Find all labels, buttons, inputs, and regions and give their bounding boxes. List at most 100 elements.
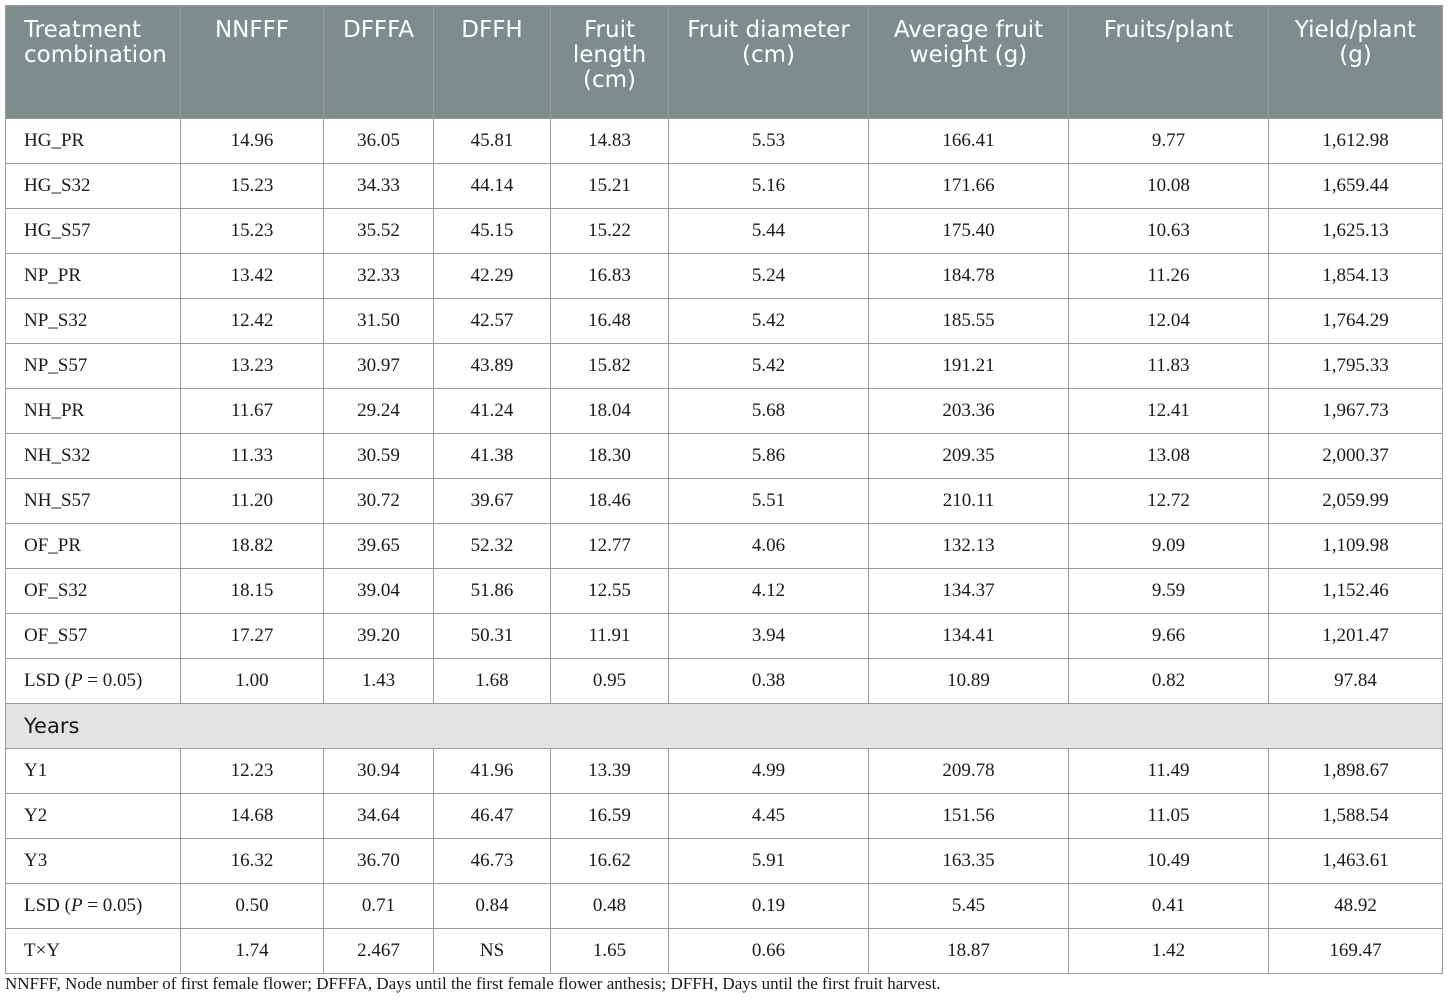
table-cell: 9.66	[1068, 613, 1269, 659]
table-cell: 9.77	[1068, 118, 1269, 164]
table-cell: 15.82	[550, 343, 669, 389]
table-cell: 39.04	[323, 568, 434, 614]
row-label-cell: NH_PR	[5, 388, 181, 434]
table-cell: 42.57	[433, 298, 551, 344]
table-cell: 41.38	[433, 433, 551, 479]
table-cell: 209.78	[868, 748, 1069, 794]
table-cell: 12.72	[1068, 478, 1269, 524]
table-row: Y2 14.68 34.64 46.47 16.59 4.45 151.56 11.05 1,5…	[5, 793, 1443, 839]
table-cell: 134.41	[868, 613, 1069, 659]
table-cell: 13.08	[1068, 433, 1269, 479]
row-label-cell: NH_S32	[5, 433, 181, 479]
table-cell: 1,612.98	[1268, 118, 1443, 164]
row-label-cell: Y3	[5, 838, 181, 884]
table-row: OF_S32 18.15 39.04 51.86 12.55 4.12 134.37 9.59…	[5, 568, 1443, 614]
table-cell: 41.24	[433, 388, 551, 434]
table-cell: 15.21	[550, 163, 669, 209]
table-cell: 29.24	[323, 388, 434, 434]
row-label-cell: OF_S57	[5, 613, 181, 659]
table-row: LSD (P = 0.05) 1.00 1.43 1.68 0.95 0.38 10.89 0…	[5, 658, 1443, 704]
row-label-cell: OF_S32	[5, 568, 181, 614]
table-cell: 175.40	[868, 208, 1069, 254]
table-cell: 36.70	[323, 838, 434, 884]
table-cell: 1,588.54	[1268, 793, 1443, 839]
table-cell: 39.67	[433, 478, 551, 524]
table-cell: 13.23	[180, 343, 324, 389]
table-cell: 16.48	[550, 298, 669, 344]
table-cell: 1,463.61	[1268, 838, 1443, 884]
table-cell: 3.94	[668, 613, 869, 659]
table-cell: 171.66	[868, 163, 1069, 209]
table-cell: 14.96	[180, 118, 324, 164]
table-cell: 12.42	[180, 298, 324, 344]
table-cell: 5.86	[668, 433, 869, 479]
header-fruits-per-plant: Fruits/plant	[1068, 5, 1269, 119]
table-cell: 15.23	[180, 208, 324, 254]
row-label-cell: Y1	[5, 748, 181, 794]
table-cell: 12.77	[550, 523, 669, 569]
section-label: Years	[5, 703, 1443, 749]
header-treatment-combination: Treatment combination	[5, 5, 181, 119]
row-label-cell: T×Y	[5, 928, 181, 974]
table-cell: 44.14	[433, 163, 551, 209]
table-cell: 10.89	[868, 658, 1069, 704]
table-cell: 11.20	[180, 478, 324, 524]
table-cell: 2,059.99	[1268, 478, 1443, 524]
table-cell: 18.15	[180, 568, 324, 614]
header-fruit-diameter: Fruit diameter (cm)	[668, 5, 869, 119]
table-cell: 16.59	[550, 793, 669, 839]
table-cell: 42.29	[433, 253, 551, 299]
table-cell: 1.43	[323, 658, 434, 704]
table-row: HG_S57 15.23 35.52 45.15 15.22 5.44 175.40 10.6…	[5, 208, 1443, 254]
row-label-cell: OF_PR	[5, 523, 181, 569]
table-cell: 46.47	[433, 793, 551, 839]
table-cell: 97.84	[1268, 658, 1443, 704]
table-cell: 52.32	[433, 523, 551, 569]
table-cell: 18.30	[550, 433, 669, 479]
table-footnote: NNFFF, Node number of first female flowe…	[5, 974, 941, 993]
table-cell: 2,000.37	[1268, 433, 1443, 479]
table-cell: 0.66	[668, 928, 869, 974]
table-cell: 41.96	[433, 748, 551, 794]
table-cell: 1.65	[550, 928, 669, 974]
table-cell: 0.41	[1068, 883, 1269, 929]
table-cell: 203.36	[868, 388, 1069, 434]
table-cell: 1,898.67	[1268, 748, 1443, 794]
table-row: OF_PR 18.82 39.65 52.32 12.77 4.06 132.13 9.09 1…	[5, 523, 1443, 569]
table-cell: 13.39	[550, 748, 669, 794]
table-cell: 5.24	[668, 253, 869, 299]
table-row: NP_S32 12.42 31.50 42.57 16.48 5.42 185.55 12.0…	[5, 298, 1443, 344]
table-row: LSD (P = 0.05) 0.50 0.71 0.84 0.48 0.19 5.45 0.…	[5, 883, 1443, 929]
table-cell: 39.65	[323, 523, 434, 569]
table-cell: 10.08	[1068, 163, 1269, 209]
table-cell: 5.42	[668, 298, 869, 344]
table-cell: 12.04	[1068, 298, 1269, 344]
table-cell: 11.33	[180, 433, 324, 479]
results-table: Treatment combination NNFFF DFFFA DFFH F…	[5, 5, 1443, 974]
table-cell: 1,764.29	[1268, 298, 1443, 344]
table-cell: 191.21	[868, 343, 1069, 389]
table-cell: 5.45	[868, 883, 1069, 929]
table-cell: 1,795.33	[1268, 343, 1443, 389]
table-cell: 5.16	[668, 163, 869, 209]
row-label-cell: LSD (P = 0.05)	[5, 883, 181, 929]
table-cell: 0.84	[433, 883, 551, 929]
table-row: Y1 12.23 30.94 41.96 13.39 4.99 209.78 11.49 1,8…	[5, 748, 1443, 794]
table-cell: 12.23	[180, 748, 324, 794]
header-dfffa: DFFFA	[323, 5, 434, 119]
table-cell: 4.12	[668, 568, 869, 614]
table-cell: 18.82	[180, 523, 324, 569]
table-row: NH_S57 11.20 30.72 39.67 18.46 5.51 210.11 12.7…	[5, 478, 1443, 524]
table-cell: 11.26	[1068, 253, 1269, 299]
table-cell: 16.32	[180, 838, 324, 884]
table-cell: 0.50	[180, 883, 324, 929]
header-dffh: DFFH	[433, 5, 551, 119]
row-label-cell: NP_S57	[5, 343, 181, 389]
table-cell: 10.49	[1068, 838, 1269, 884]
table-cell: 169.47	[1268, 928, 1443, 974]
table-cell: 0.82	[1068, 658, 1269, 704]
table-cell: 185.55	[868, 298, 1069, 344]
row-label-cell: HG_PR	[5, 118, 181, 164]
table-cell: 35.52	[323, 208, 434, 254]
table-cell: 17.27	[180, 613, 324, 659]
